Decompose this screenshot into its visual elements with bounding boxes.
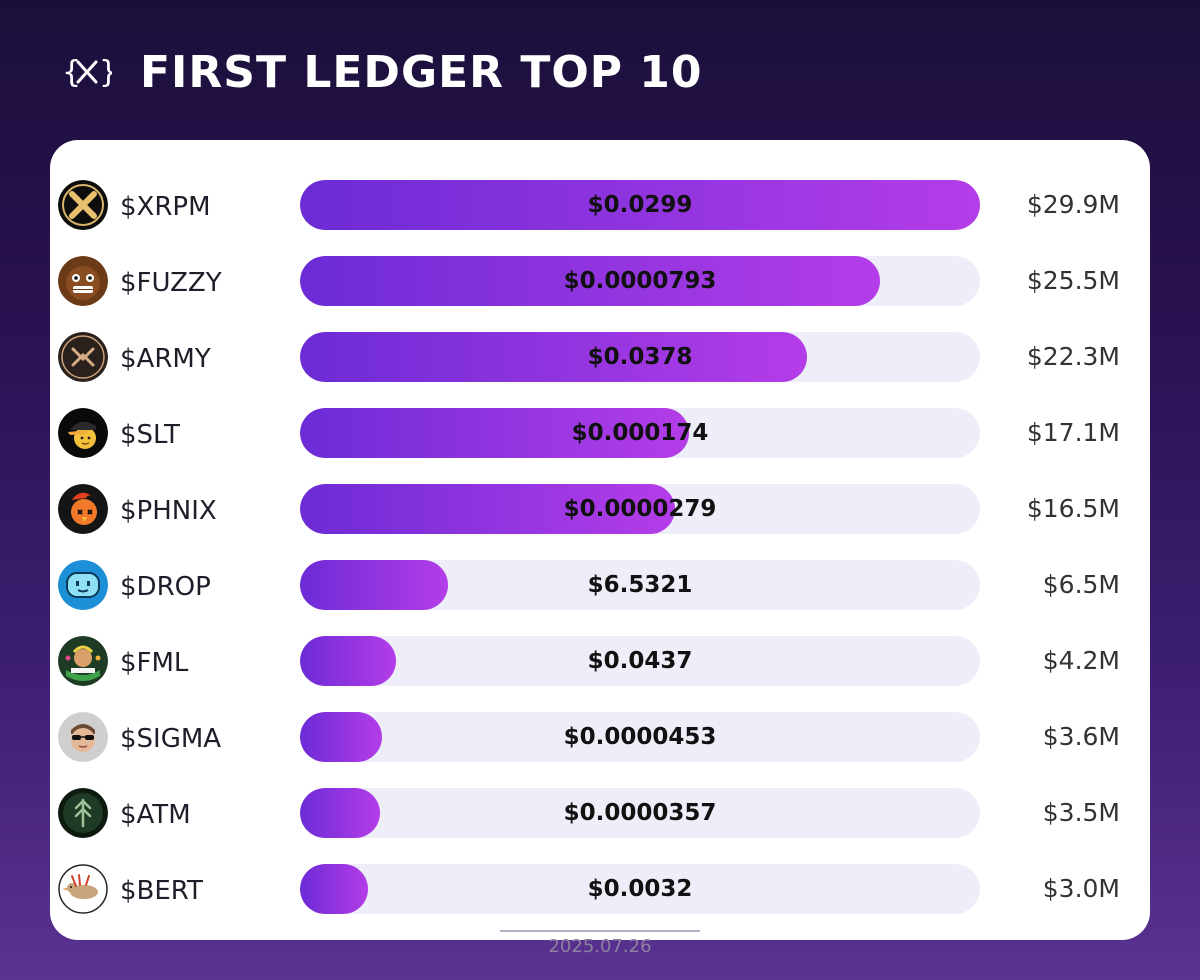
xrpm-logo-icon — [58, 180, 108, 230]
price-label: $0.0000793 — [563, 268, 717, 294]
bar-fill — [300, 636, 396, 686]
leaderboard-row: $FML $0.0437 $4.2M — [50, 636, 1150, 686]
leaderboard-row: $PHNIX $0.0000279 $16.5M — [50, 484, 1150, 534]
bar-track: $0.0000279 — [300, 484, 980, 534]
ticker-label: $ATM — [120, 800, 191, 830]
bar-fill — [300, 484, 676, 534]
bar-fill — [300, 256, 880, 306]
leaderboard-row: $DROP $6.5321 $6.5M — [50, 560, 1150, 610]
ticker-label: $ARMY — [120, 344, 211, 374]
bar-track: $0.0032 — [300, 864, 980, 914]
ticker-label: $DROP — [120, 572, 211, 602]
ticker-label: $SIGMA — [120, 724, 222, 754]
page-title: FIRST LEDGER TOP 10 — [140, 46, 703, 98]
bar-fill — [300, 180, 980, 230]
price-label: $0.000174 — [571, 420, 709, 446]
phoenix-bird-icon — [58, 484, 108, 534]
bar-fill — [300, 332, 808, 382]
bar-track: $0.0299 — [300, 180, 980, 230]
army-logo-icon — [58, 332, 108, 382]
leaderboard-row: $FUZZY $0.0000793 $25.5M — [50, 256, 1150, 306]
ticker-label: $FML — [120, 648, 189, 678]
bar-fill — [300, 712, 382, 762]
leaderboard-row: $SIGMA $0.0000453 $3.6M — [50, 712, 1150, 762]
leaderboard-row: $ARMY $0.0378 $22.3M — [50, 332, 1150, 382]
ticker-label: $SLT — [120, 420, 180, 450]
bar-track: $6.5321 — [300, 560, 980, 610]
price-label: $0.0000279 — [563, 496, 717, 522]
atm-rune-icon — [58, 788, 108, 838]
leaderboard-row: $BERT $0.0032 $3.0M — [50, 864, 1150, 914]
market-cap-label: $3.0M — [1042, 874, 1120, 903]
market-cap-label: $6.5M — [1042, 570, 1120, 599]
bert-bird-icon — [58, 864, 108, 914]
market-cap-label: $16.5M — [1026, 494, 1120, 523]
bar-track: $0.0000793 — [300, 256, 980, 306]
drop-blob-icon — [58, 560, 108, 610]
footer-divider — [500, 930, 700, 932]
xrp-curly-x-icon: { } — [62, 40, 118, 104]
bar-track: $0.0378 — [300, 332, 980, 382]
svg-text:}: } — [99, 55, 112, 90]
leaderboard-card: $XRPM $0.0299 $29.9M $FUZZY $0.0000793 — [50, 140, 1150, 940]
slt-cap-face-icon — [58, 408, 108, 458]
header: { } FIRST LEDGER TOP 10 — [62, 40, 703, 104]
leaderboard-row: $SLT $0.000174 $17.1M — [50, 408, 1150, 458]
bar-fill — [300, 864, 369, 914]
leaderboard-row: $ATM $0.0000357 $3.5M — [50, 788, 1150, 838]
market-cap-label: $17.1M — [1026, 418, 1120, 447]
price-label: $0.0000357 — [563, 800, 717, 826]
ticker-label: $BERT — [120, 876, 203, 906]
market-cap-label: $3.5M — [1042, 798, 1120, 827]
market-cap-label: $29.9M — [1026, 190, 1120, 219]
bar-fill — [300, 788, 380, 838]
fuzzy-face-icon — [58, 256, 108, 306]
price-label: $0.0437 — [587, 648, 693, 674]
market-cap-label: $22.3M — [1026, 342, 1120, 371]
price-label: $0.0000453 — [563, 724, 717, 750]
sigma-sunglasses-icon — [58, 712, 108, 762]
price-label: $0.0299 — [587, 192, 693, 218]
fml-floridaman-icon — [58, 636, 108, 686]
price-label: $0.0378 — [587, 344, 693, 370]
svg-text:{: { — [62, 55, 81, 90]
market-cap-label: $4.2M — [1042, 646, 1120, 675]
bar-fill — [300, 560, 448, 610]
ticker-label: $FUZZY — [120, 268, 222, 298]
bar-track: $0.0000453 — [300, 712, 980, 762]
footer-date: 2025.07.26 — [548, 936, 652, 957]
bar-track: $0.0437 — [300, 636, 980, 686]
bar-track: $0.000174 — [300, 408, 980, 458]
ticker-label: $PHNIX — [120, 496, 217, 526]
ticker-label: $XRPM — [120, 192, 211, 222]
market-cap-label: $25.5M — [1026, 266, 1120, 295]
price-label: $6.5321 — [587, 572, 693, 598]
bar-fill — [300, 408, 689, 458]
leaderboard-row: $XRPM $0.0299 $29.9M — [50, 180, 1150, 230]
price-label: $0.0032 — [587, 876, 693, 902]
bar-track: $0.0000357 — [300, 788, 980, 838]
market-cap-label: $3.6M — [1042, 722, 1120, 751]
